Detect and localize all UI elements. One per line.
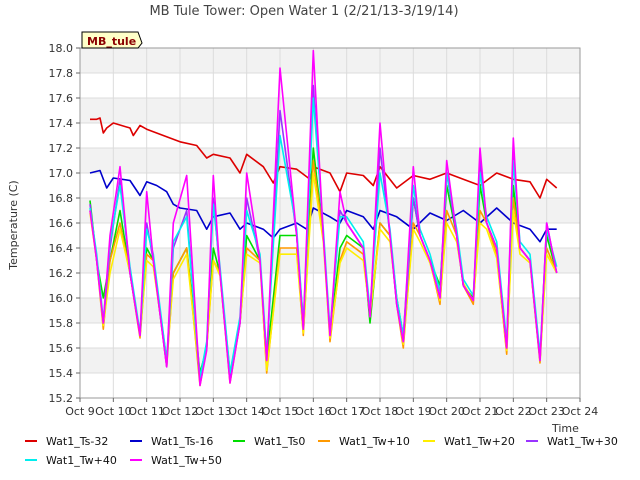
plot-band (80, 173, 580, 198)
y-tick-label: 16.8 (49, 192, 74, 205)
x-tick-label: Oct 11 (128, 405, 165, 418)
y-tick-label: 16.0 (49, 292, 74, 305)
y-tick-label: 16.2 (49, 267, 74, 280)
y-tick-label: 17.6 (49, 92, 74, 105)
legend-item: Wat1_Ts-16 (130, 435, 213, 448)
y-tick-label: 15.8 (49, 317, 74, 330)
plot-band (80, 198, 580, 223)
plot-band (80, 98, 580, 123)
x-tick-label: Oct 19 (395, 405, 432, 418)
legend-label: Wat1_Tw+20 (444, 435, 515, 448)
chart-title: MB Tule Tower: Open Water 1 (2/21/13-3/1… (149, 4, 458, 19)
series-lines (89, 49, 558, 387)
plot-band (80, 48, 580, 73)
x-tick-label: Oct 18 (362, 405, 399, 418)
legend-item: Wat1_Tw+30 (526, 435, 618, 448)
x-tick-label: Oct 21 (462, 405, 499, 418)
x-tick-label: Oct 10 (95, 405, 132, 418)
legend-item: Wat1_Ts0 (233, 435, 305, 448)
y-tick-label: 16.4 (49, 242, 74, 255)
x-tick-label: Oct 14 (228, 405, 265, 418)
y-axis: 15.2 15.4 15.6 15.8 16.0 16.2 16.4 16.6 16.8 17.0… (49, 42, 80, 405)
x-tick-label: Oct 12 (162, 405, 199, 418)
legend: Wat1_Ts-32 Wat1_Ts-16 Wat1_Ts0 Wat1_Tw+10 Wa… (25, 435, 618, 467)
badge-label: MB_tule (87, 35, 136, 48)
plot-band (80, 148, 580, 173)
y-tick-label: 16.6 (49, 217, 74, 230)
legend-label: Wat1_Tw+30 (547, 435, 618, 448)
y-tick-label: 15.2 (49, 392, 74, 405)
plot-band (80, 273, 580, 298)
badge-shape (81, 31, 143, 49)
plot-band (80, 73, 580, 98)
legend-label: Wat1_Tw+10 (339, 435, 410, 448)
x-axis-title: Time (551, 422, 579, 435)
x-tick-label: Oct 20 (428, 405, 465, 418)
y-tick-label: 18.0 (49, 42, 74, 55)
y-tick-label: 15.4 (49, 367, 74, 380)
x-tick-label: Oct 15 (262, 405, 299, 418)
y-tick-label: 17.8 (49, 67, 74, 80)
legend-label: Wat1_Ts-16 (151, 435, 213, 448)
x-tick-label: Oct 9 (65, 405, 95, 418)
legend-label: Wat1_Ts0 (254, 435, 305, 448)
y-tick-label: 17.0 (49, 167, 74, 180)
x-tick-label: Oct 17 (328, 405, 365, 418)
plot-band (80, 373, 580, 398)
plot-band (80, 123, 580, 148)
plot-band (80, 348, 580, 373)
x-tick-label: Oct 13 (195, 405, 232, 418)
plot-background (80, 48, 580, 398)
legend-item: Wat1_Tw+10 (318, 435, 410, 448)
legend-item: Wat1_Tw+40 (25, 454, 117, 467)
legend-item: Wat1_Ts-32 (25, 435, 108, 448)
legend-label: Wat1_Ts-32 (46, 435, 108, 448)
legend-label: Wat1_Tw+50 (151, 454, 222, 467)
y-tick-label: 15.6 (49, 342, 74, 355)
plot-band (80, 223, 580, 248)
legend-label: Wat1_Tw+40 (46, 454, 117, 467)
y-tick-label: 17.4 (49, 117, 74, 130)
station-badge: MB_tule (81, 31, 143, 49)
x-tick-label: Oct 24 (562, 405, 599, 418)
series-line-wat1-tw-50 (89, 49, 558, 387)
legend-item: Wat1_Tw+20 (423, 435, 515, 448)
series-line-wat1-ts-16 (89, 169, 557, 243)
x-tick-label: Oct 23 (528, 405, 565, 418)
y-tick-label: 17.2 (49, 142, 74, 155)
x-tick-label: Oct 16 (295, 405, 332, 418)
x-tick-label: Oct 22 (495, 405, 532, 418)
y-axis-title: Temperature (C) (7, 180, 20, 270)
legend-item: Wat1_Tw+50 (130, 454, 222, 467)
